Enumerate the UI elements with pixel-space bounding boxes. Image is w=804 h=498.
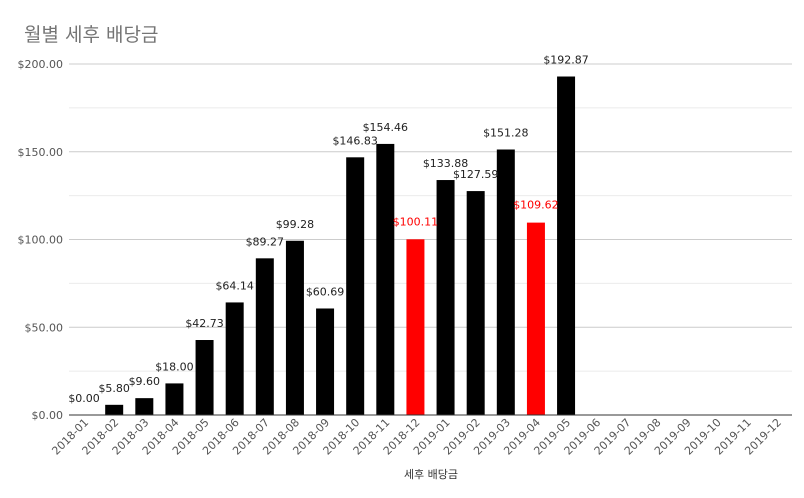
data-label-2018-07: $89.27: [246, 235, 285, 248]
data-label-2018-04: $18.00: [155, 360, 194, 373]
bar-2018-05[interactable]: [195, 340, 214, 415]
y-tick-label: $50.00: [25, 321, 64, 334]
chart-title: 월별 세후 배당금: [24, 24, 159, 46]
bar-2018-02[interactable]: [105, 404, 124, 415]
bar-2018-09[interactable]: [316, 308, 335, 415]
bar-2018-08[interactable]: [285, 240, 304, 415]
bar-2018-10[interactable]: [346, 157, 365, 415]
data-label-2018-01: $0.00: [68, 392, 100, 405]
bar-2019-02[interactable]: [466, 191, 485, 415]
y-tick-label: $150.00: [18, 146, 64, 159]
data-label-2018-03: $9.60: [129, 375, 161, 388]
bar-2019-05[interactable]: [557, 76, 576, 415]
data-label-2018-06: $64.14: [215, 279, 254, 292]
data-label-2018-05: $42.73: [185, 317, 224, 330]
bar-2018-04[interactable]: [165, 383, 184, 415]
data-label-2018-12: $100.11: [393, 215, 439, 228]
bar-2019-03[interactable]: [496, 149, 515, 415]
data-label-2018-11: $154.46: [363, 121, 409, 134]
y-tick-label: $200.00: [18, 58, 64, 71]
x-axis-title: 세후 배당금: [404, 468, 458, 481]
data-label-2018-09: $60.69: [306, 285, 345, 298]
bar-2019-04[interactable]: [526, 222, 545, 415]
bar-2019-01[interactable]: [436, 180, 455, 415]
data-label-2019-01: $133.88: [423, 157, 469, 170]
bar-2018-06[interactable]: [225, 302, 244, 415]
y-tick-label: $100.00: [18, 234, 64, 247]
data-label-2019-03: $151.28: [483, 127, 529, 140]
bar-2018-12[interactable]: [406, 239, 425, 415]
data-label-2019-04: $109.62: [513, 199, 559, 212]
bar-2018-11[interactable]: [376, 143, 395, 415]
y-axis: $0.00 $50.00 $100.00 $150.00 $200.00: [18, 58, 64, 422]
gridlines: [69, 63, 792, 372]
data-label-2018-02: $5.80: [98, 382, 130, 395]
bar-2018-03[interactable]: [135, 398, 154, 415]
data-label-2019-02: $127.59: [453, 168, 499, 181]
y-tick-label: $0.00: [32, 409, 64, 422]
data-label-2019-05: $192.87: [543, 54, 589, 67]
data-label-2018-10: $146.83: [332, 134, 378, 147]
bars: [105, 76, 576, 415]
data-labels: $0.00$5.80$9.60 $18.00 $42.73 $64.14 $89.27 $…: [68, 54, 589, 405]
data-label-2018-08: $99.28: [276, 218, 315, 231]
x-axis: 2018-012018-022018-032018-042018-052018-…: [49, 414, 792, 458]
bar-2018-07[interactable]: [255, 258, 274, 415]
